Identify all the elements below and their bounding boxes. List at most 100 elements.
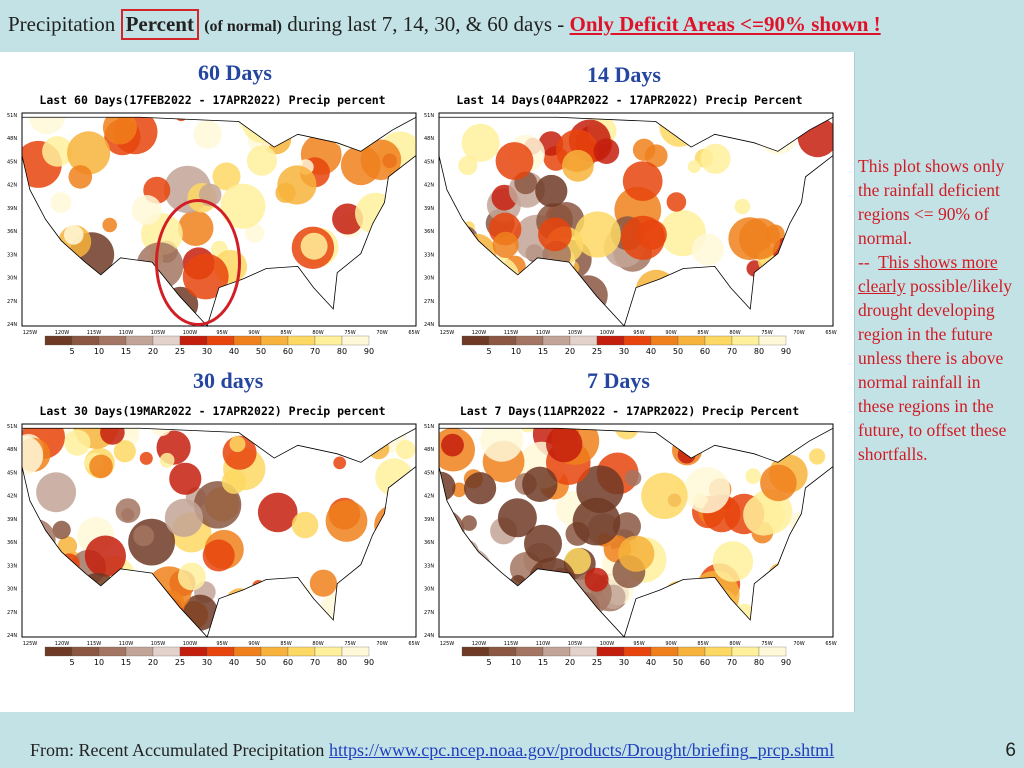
legend-label: 70 [310, 347, 320, 356]
legend-swatch [71, 646, 100, 657]
lat-label: 36N [7, 229, 17, 235]
note-text-2: possible/likely drought developing regio… [858, 276, 1013, 464]
title-warning: Only Deficit Areas <=90% shown ! [569, 12, 881, 36]
lon-label: 125W [440, 330, 455, 336]
lon-label: 105W [151, 330, 166, 336]
lon-label: 70W [793, 641, 804, 647]
lat-label: 45N [424, 470, 434, 476]
legend-swatch [44, 335, 73, 346]
legend-swatch [260, 646, 289, 657]
lon-label: 65W [408, 641, 419, 647]
legend-swatch [341, 646, 370, 657]
lat-label: 42N [7, 183, 17, 189]
legend-label: 70 [727, 658, 737, 667]
lon-label: 85W [280, 330, 291, 336]
lon-label: 115W [504, 641, 519, 647]
title-middle: during last 7, 14, 30, & 60 days - [287, 12, 565, 36]
legend-swatch [287, 335, 316, 346]
legend-label: 5 [69, 658, 74, 667]
legend-label: 10 [94, 347, 104, 356]
legend-swatch [731, 646, 760, 657]
lon-label: 95W [216, 641, 227, 647]
legend-swatch [152, 646, 181, 657]
map-label-60: 60 Days [198, 60, 272, 85]
legend-swatch [623, 335, 652, 346]
legend-swatch [98, 335, 127, 346]
legend-label: 10 [94, 658, 104, 667]
lon-label: 100W [600, 330, 615, 336]
lat-label: 42N [7, 494, 17, 500]
legend-swatch [596, 335, 625, 346]
lat-label: 27N [424, 299, 434, 305]
lon-label: 125W [440, 641, 455, 647]
lon-label: 110W [119, 330, 134, 336]
legend-swatch [179, 646, 208, 657]
lat-label: 30N [7, 587, 17, 593]
lon-label: 105W [568, 641, 583, 647]
lon-label: 120W [472, 330, 487, 336]
legend-swatch [488, 646, 517, 657]
footer-prefix: From: Recent Accumulated Precipitation [30, 740, 325, 760]
lat-label: 36N [424, 540, 434, 546]
lon-label: 80W [729, 641, 740, 647]
lat-label: 30N [7, 276, 17, 282]
legend-swatch [206, 646, 235, 657]
legend-label: 90 [781, 347, 791, 356]
note-text-1: This plot shows only the rainfall defici… [858, 156, 1005, 248]
legend-swatch [179, 335, 208, 346]
lat-label: 24N [7, 322, 17, 328]
country-outline [438, 427, 834, 638]
map-label-30: 30 days [193, 368, 264, 393]
legend-swatch [314, 335, 343, 346]
lon-label: 115W [87, 641, 102, 647]
lon-label: 125W [23, 641, 38, 647]
legend-label: 80 [337, 658, 347, 667]
lon-label: 75W [761, 330, 772, 336]
lat-label: 51N [7, 424, 17, 430]
lat-label: 27N [7, 610, 17, 616]
legend-label: 30 [202, 347, 212, 356]
legend-swatch [596, 646, 625, 657]
legend-label: 30 [619, 658, 629, 667]
lon-label: 100W [183, 641, 198, 647]
lon-label: 75W [344, 641, 355, 647]
lon-label: 80W [312, 641, 323, 647]
legend-swatch [260, 335, 289, 346]
legend-label: 15 [121, 347, 131, 356]
title-prefix: Precipitation [8, 12, 116, 36]
lat-label: 24N [424, 633, 434, 639]
lon-label: 85W [697, 641, 708, 647]
lon-label: 110W [536, 641, 551, 647]
legend-swatch [515, 646, 544, 657]
precip-map-14: Last 14 Days(04APR2022 - 17APR2022) Prec… [422, 89, 837, 359]
legend-swatch [650, 335, 679, 346]
legend-label: 80 [337, 347, 347, 356]
legend-label: 25 [175, 347, 185, 356]
lon-label: 90W [248, 641, 259, 647]
legend-label: 25 [592, 347, 602, 356]
country-outline [438, 116, 834, 327]
legend-swatch [569, 335, 598, 346]
legend-swatch [542, 646, 571, 657]
legend-swatch [677, 335, 706, 346]
legend-swatch [233, 646, 262, 657]
legend-label: 70 [310, 658, 320, 667]
map-caption: Last 30 Days(19MAR2022 - 17APR2022) Prec… [39, 404, 385, 418]
lat-label: 39N [424, 206, 434, 212]
legend-swatch [704, 335, 733, 346]
lon-label: 70W [376, 330, 387, 336]
lat-label: 24N [424, 322, 434, 328]
legend-swatch [542, 335, 571, 346]
legend-label: 90 [364, 347, 374, 356]
legend-label: 80 [754, 658, 764, 667]
legend-label: 5 [486, 347, 491, 356]
lat-label: 45N [7, 470, 17, 476]
lon-label: 70W [376, 641, 387, 647]
country-outline [21, 427, 417, 638]
legend-swatch [314, 646, 343, 657]
legend-swatch [98, 646, 127, 657]
source-link[interactable]: https://www.cpc.ncep.noaa.gov/products/D… [328, 740, 835, 760]
legend-label: 15 [538, 658, 548, 667]
note-link-text: This shows more clearly [858, 252, 998, 296]
legend-label: 80 [754, 347, 764, 356]
